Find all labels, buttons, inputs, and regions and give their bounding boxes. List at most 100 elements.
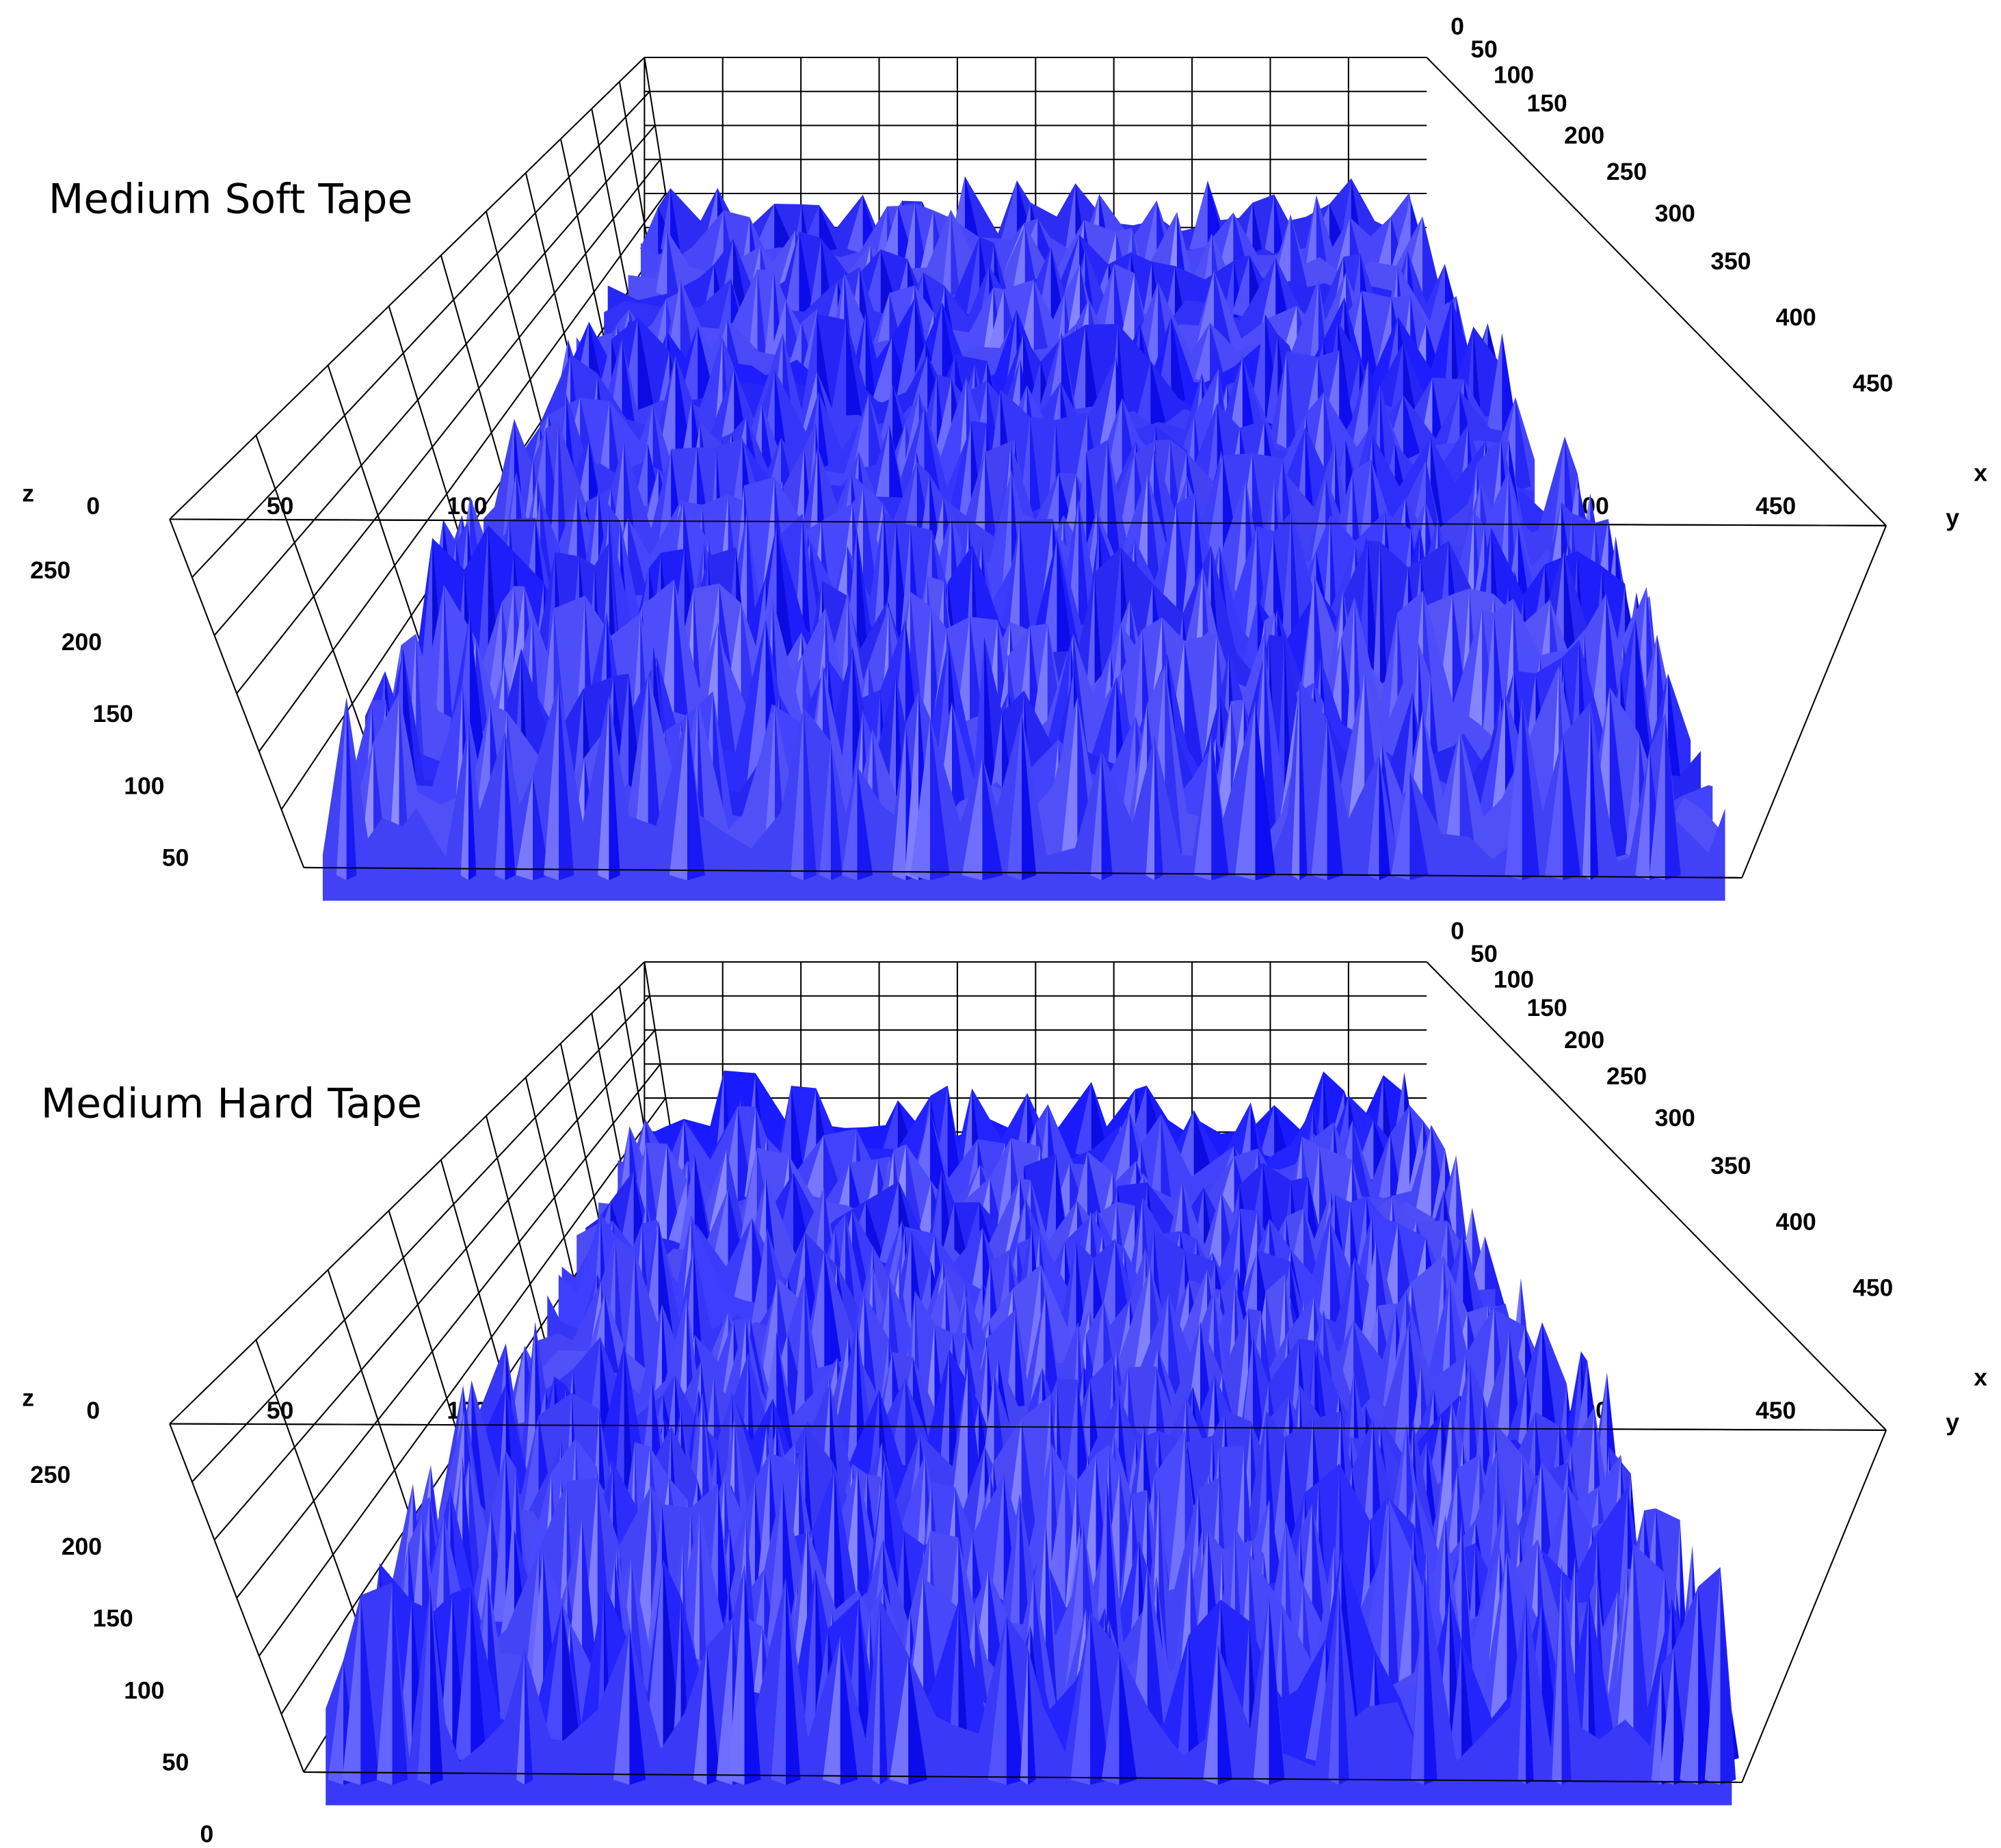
surface-facet <box>444 585 454 751</box>
surface-facet <box>1329 1220 1343 1332</box>
surface-facet <box>1171 317 1186 405</box>
z-tick-label: 50 <box>162 1748 189 1776</box>
surface-facet <box>1195 323 1210 384</box>
z-tick-label: 250 <box>30 1461 70 1488</box>
surface-facet <box>1193 1110 1213 1180</box>
surface-facet <box>1211 733 1229 881</box>
surface-facet <box>819 741 831 881</box>
surface-facet <box>1379 1133 1391 1202</box>
x-tick-label: 450 <box>1853 370 1893 397</box>
surface-facet <box>1317 1220 1330 1332</box>
surface-facet <box>562 1605 583 1764</box>
surface-facet <box>1411 1569 1424 1785</box>
grid-line <box>213 124 656 636</box>
surface-facet <box>1091 1082 1108 1159</box>
surface-facet <box>872 337 892 405</box>
surface-facet <box>1061 696 1078 859</box>
surface-facet <box>336 697 347 881</box>
surface-facet <box>1609 687 1629 859</box>
surface-facet <box>1466 608 1483 751</box>
surface-facet <box>732 1218 752 1310</box>
surface-facet <box>1245 526 1257 643</box>
y-tick-label: 50 <box>267 492 293 520</box>
surface-facet <box>951 209 960 297</box>
surface-facet <box>670 188 680 254</box>
surface-facet <box>1397 1551 1412 1699</box>
surface-facet <box>879 1598 888 1785</box>
surface-facet <box>1150 360 1166 427</box>
surface-facet <box>1424 1569 1437 1785</box>
surface-facet <box>1210 323 1225 384</box>
grid-line <box>191 995 650 1483</box>
surface-facet <box>667 230 678 297</box>
box-edge <box>304 1771 1742 1783</box>
surface-facet <box>1545 736 1563 881</box>
box-edge <box>1741 525 1887 879</box>
surface-facet <box>1589 1592 1597 1764</box>
box-edge <box>1426 57 1887 526</box>
surface-facet <box>982 756 1003 881</box>
surface-facet <box>1388 1499 1399 1699</box>
y-tick-label: 0 <box>86 492 100 520</box>
surface-facet <box>846 1322 857 1483</box>
surface-facet <box>525 1322 535 1483</box>
surface-facet <box>494 732 505 881</box>
box-edge <box>304 866 1742 879</box>
x-tick-label: 250 <box>1606 158 1647 185</box>
surface-facet <box>389 692 399 859</box>
grid-line <box>191 91 650 578</box>
box-edge <box>169 961 646 1425</box>
surface-facet <box>757 269 767 362</box>
x-axis-label: x <box>1974 459 1987 487</box>
surface-facet <box>872 1598 880 1785</box>
surface-facet <box>516 775 533 881</box>
surface-facet <box>1253 1596 1269 1785</box>
surface-facet <box>1485 332 1502 448</box>
surface-facet <box>1217 1644 1232 1785</box>
surface-facet <box>1135 360 1151 427</box>
surface-facet <box>1006 1615 1025 1785</box>
surface-facet <box>1177 1635 1189 1764</box>
surface-facet <box>1154 736 1163 881</box>
surface-facet <box>1189 180 1208 254</box>
surface-facet <box>1107 440 1122 578</box>
surface-facet <box>1561 1563 1572 1785</box>
surface-facet <box>559 682 574 881</box>
y-axis-label: y <box>1946 1408 1959 1436</box>
surface-facet <box>1255 701 1276 881</box>
surface-facet <box>392 1582 408 1785</box>
surface-facet <box>985 452 998 557</box>
x-axis-label: x <box>1974 1364 1987 1391</box>
surface-facet <box>1680 1586 1699 1785</box>
surface-facet <box>819 391 829 470</box>
surface-facet <box>628 518 648 600</box>
surface-facet <box>376 1582 393 1785</box>
surface-facet <box>857 766 873 881</box>
surface-facet <box>455 1587 471 1764</box>
surface-facet <box>633 673 648 859</box>
surface-facet <box>882 1100 898 1159</box>
surface-facet <box>1328 1585 1339 1785</box>
surface-facet <box>1232 255 1249 319</box>
surface-facet <box>958 1600 969 1764</box>
surface-facet <box>342 1595 361 1785</box>
surface-facet <box>544 682 559 881</box>
z-axis-label: z <box>22 1384 34 1411</box>
surface-facet <box>1234 479 1246 600</box>
x-tick-label: 50 <box>1470 940 1497 967</box>
y-tick-label: 0 <box>86 1397 100 1424</box>
surface-facet <box>1552 1563 1562 1785</box>
surface-facet <box>1305 195 1316 276</box>
surface-facet <box>1395 1105 1410 1202</box>
z-tick-label: 0 <box>200 1821 213 1848</box>
surface-facet <box>717 621 737 773</box>
surface-facet <box>786 1577 801 1785</box>
surface-facet <box>669 712 687 881</box>
surface-facet <box>558 421 568 557</box>
z-tick-label: 200 <box>62 628 102 656</box>
surface-facet <box>1659 1648 1674 1785</box>
surface-facet <box>656 230 667 297</box>
y-tick-label: 450 <box>1755 492 1796 520</box>
surface-facet <box>1145 736 1155 881</box>
